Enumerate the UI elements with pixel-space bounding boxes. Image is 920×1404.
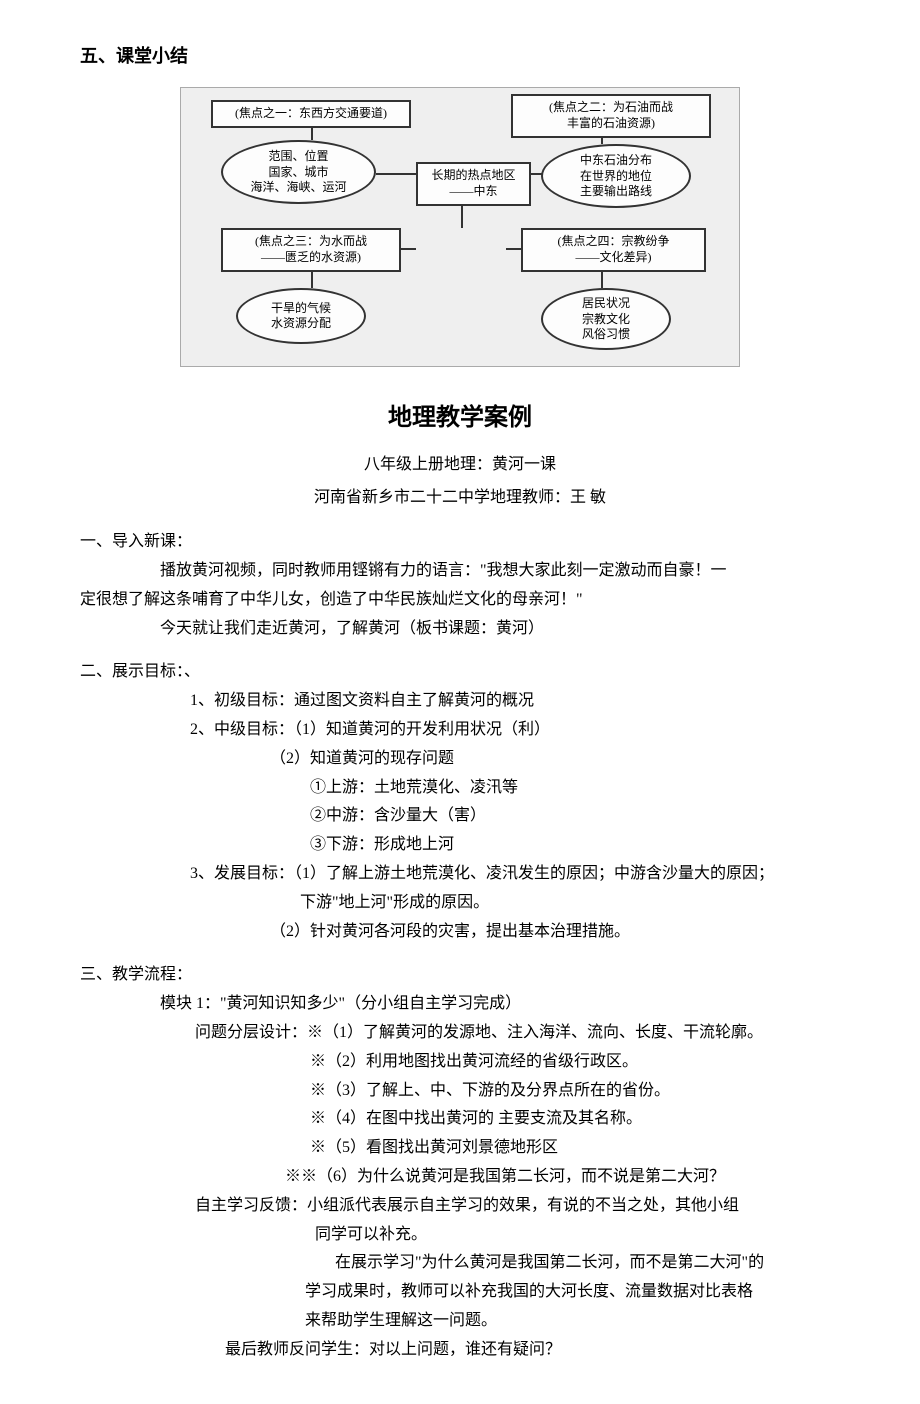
section-1-text: 今天就让我们走近黄河，了解黄河（板书课题：黄河）	[80, 615, 840, 644]
question-item: ※（3）了解上、中、下游的及分界点所在的省份。	[80, 1077, 840, 1106]
diagram-oval-top-left: 范围、位置 国家、城市 海洋、海峡、运河	[221, 140, 376, 204]
feedback-label: 自主学习反馈：小组派代表展示自主学习的效果，有说的不当之处，其他小组	[80, 1192, 840, 1221]
feedback-text: 同学可以补充。	[80, 1221, 840, 1250]
goal-primary: 1、初级目标：通过图文资料自主了解黄河的概况	[80, 687, 840, 716]
diagram-focus-4: (焦点之四：宗教纷争 ——文化差异)	[521, 228, 706, 271]
section-1-label: 一、导入新课：	[80, 528, 840, 557]
diagram-focus-2: (焦点之二：为石油而战 丰富的石油资源)	[511, 94, 711, 137]
final-question: 最后教师反问学生：对以上问题，谁还有疑问？	[80, 1336, 840, 1365]
diagram-line	[376, 173, 416, 175]
diagram-focus-1: (焦点之一：东西方交通要道)	[211, 100, 411, 128]
goal-development: 3、发展目标：（1）了解上游土地荒漠化、凌汛发生的原因；中游含沙量大的原因；	[80, 860, 840, 889]
feedback-text: 学习成果时，教师可以补充我国的大河长度、流量数据对比表格	[80, 1278, 840, 1307]
question-item: ※（2）利用地图找出黄河流经的省级行政区。	[80, 1048, 840, 1077]
diagram-focus-3: (焦点之三：为水而战 ——匮乏的水资源)	[221, 228, 401, 271]
section-5-heading: 五、课堂小结	[80, 40, 840, 72]
question-design-label: 问题分层设计：※（1）了解黄河的发源地、注入海洋、流向、长度、干流轮廓。	[80, 1019, 840, 1048]
goal-intermediate-item: ②中游：含沙量大（害）	[80, 802, 840, 831]
subtitle-line-1: 八年级上册地理：黄河一课	[80, 451, 840, 480]
section-1-text: 播放黄河视频，同时教师用铿锵有力的语言："我想大家此刻一定激动而自豪！一	[80, 557, 840, 586]
concept-diagram: (焦点之一：东西方交通要道) (焦点之二：为石油而战 丰富的石油资源) 范围、位…	[180, 87, 740, 367]
goal-development-sub: 下游"地上河"形成的原因。	[80, 889, 840, 918]
question-item: ※（5）看图找出黄河刘景德地形区	[80, 1134, 840, 1163]
section-3-label: 三、教学流程：	[80, 961, 840, 990]
goal-intermediate-sub: （2）知道黄河的现存问题	[80, 745, 840, 774]
question-item: ※（4）在图中找出黄河的 主要支流及其名称。	[80, 1105, 840, 1134]
diagram-oval-bottom-right: 居民状况 宗教文化 风俗习惯	[541, 288, 671, 350]
goal-intermediate: 2、中级目标：（1）知道黄河的开发利用状况（利）	[80, 716, 840, 745]
diagram-center: 长期的热点地区 ——中东	[416, 162, 531, 205]
feedback-text: 在展示学习"为什么黄河是我国第二长河，而不是第二大河"的	[80, 1249, 840, 1278]
goal-intermediate-item: ③下游：形成地上河	[80, 831, 840, 860]
goal-development-sub: （2）针对黄河各河段的灾害，提出基本治理措施。	[80, 918, 840, 947]
question-item: ※※（6）为什么说黄河是我国第二长河，而不说是第二大河？	[80, 1163, 840, 1192]
diagram-oval-top-right: 中东石油分布 在世界的地位 主要输出路线	[541, 144, 691, 208]
subtitle-line-2: 河南省新乡市二十二中学地理教师：王 敏	[80, 484, 840, 513]
feedback-text: 来帮助学生理解这一问题。	[80, 1307, 840, 1336]
main-title: 地理教学案例	[80, 397, 840, 440]
goal-intermediate-item: ①上游：土地荒漠化、凌汛等	[80, 774, 840, 803]
section-1-text: 定很想了解这条哺育了中华儿女，创造了中华民族灿烂文化的母亲河！"	[80, 586, 840, 615]
module-1-title: 模块 1："黄河知识知多少"（分小组自主学习完成）	[80, 990, 840, 1019]
diagram-oval-bottom-left: 干旱的气候 水资源分配	[236, 288, 366, 344]
section-2-label: 二、展示目标：、	[80, 658, 840, 687]
